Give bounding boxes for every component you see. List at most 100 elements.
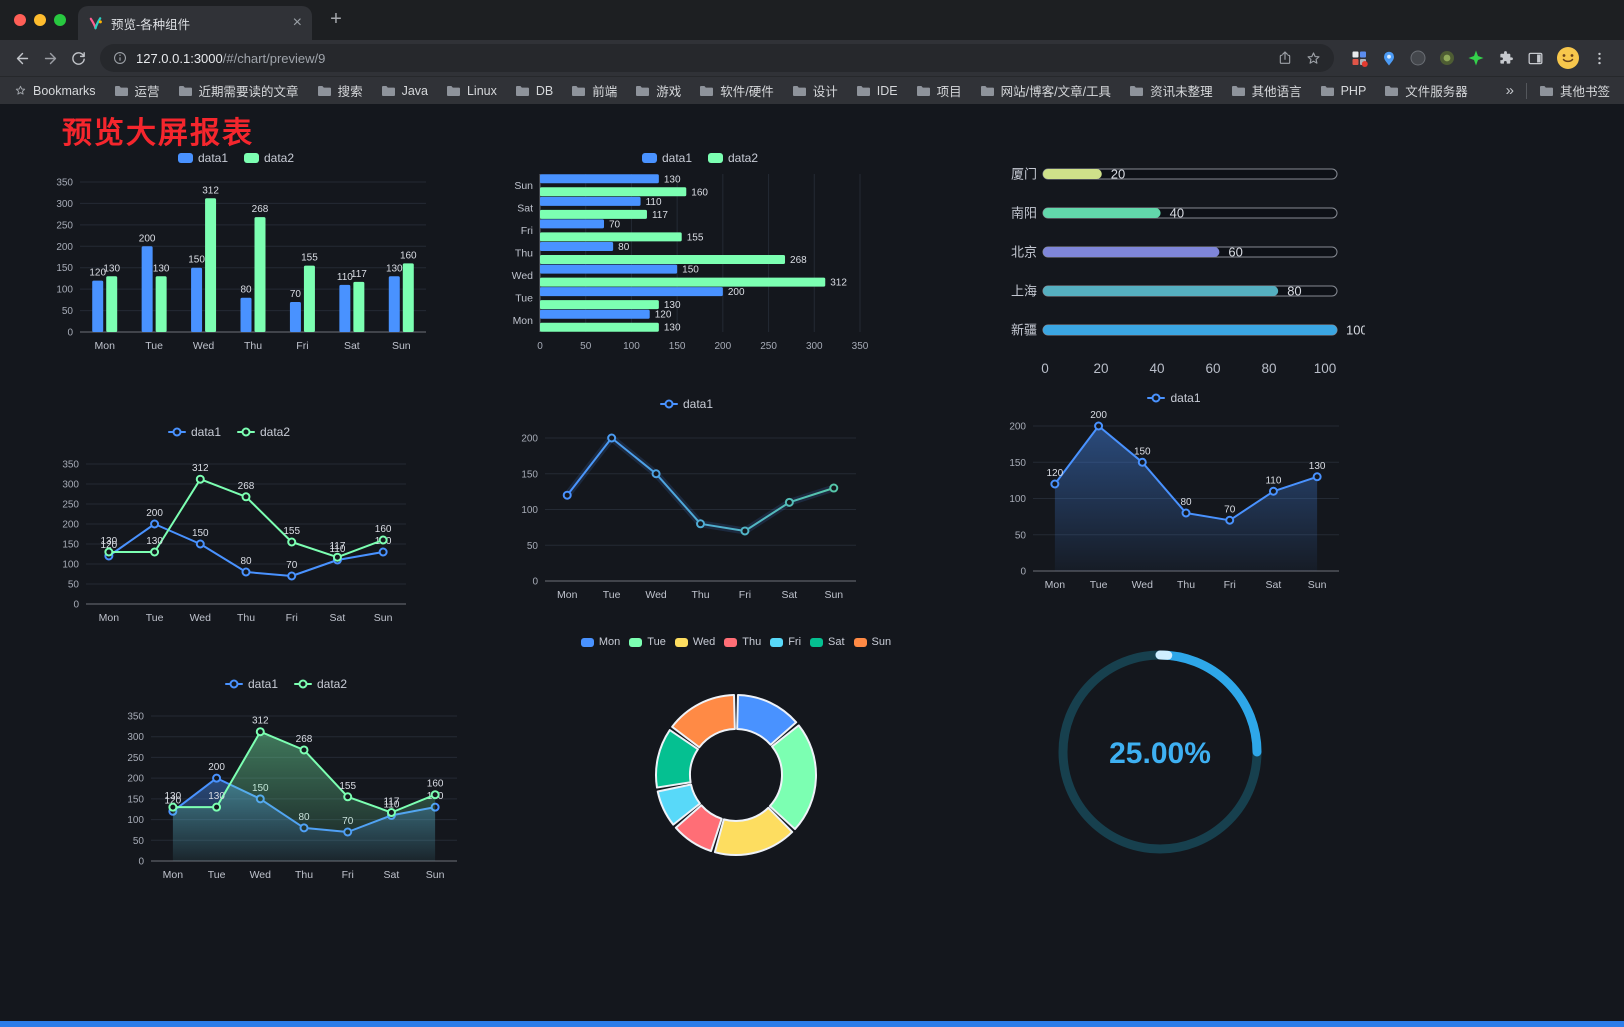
svg-text:60: 60 <box>1205 361 1220 376</box>
area_two-canvas: 0 50 100 150 200 250 300 350 Mon Tue Wed Thu Fri Sat S… <box>127 712 457 881</box>
svg-text:200: 200 <box>521 434 538 445</box>
bookmark-folder[interactable]: 前端 <box>571 81 617 100</box>
url-text[interactable]: 127.0.0.1:3000/#/chart/preview/9 <box>136 51 1269 66</box>
bookmark-folder[interactable]: 软件/硬件 <box>699 81 774 100</box>
folder-icon <box>572 85 586 96</box>
extension-grid-icon[interactable] <box>1350 49 1369 68</box>
extension-pin-icon[interactable] <box>1380 49 1398 67</box>
legend-item-data2[interactable]: data2 <box>244 151 294 165</box>
folder-icon <box>700 85 714 96</box>
legend-item-Tue[interactable]: Tue <box>629 636 666 648</box>
legend-marker <box>237 427 255 437</box>
forward-button[interactable] <box>36 44 64 72</box>
legend-item-Sun[interactable]: Sun <box>853 636 891 648</box>
legend-item-Thu[interactable]: Thu <box>724 636 761 648</box>
bookmark-folder[interactable]: Java <box>381 81 428 100</box>
legend-label: data1 <box>682 397 714 411</box>
address-bar[interactable]: 127.0.0.1:3000/#/chart/preview/9 <box>100 44 1334 72</box>
extension-green-star-icon[interactable] <box>1467 49 1485 67</box>
bookmark-star-icon[interactable] <box>1305 50 1322 67</box>
svg-text:100: 100 <box>1314 361 1337 376</box>
extension-olive-circle-icon[interactable] <box>1438 49 1456 67</box>
svg-text:Wed: Wed <box>190 612 212 624</box>
browser-toolbar: 127.0.0.1:3000/#/chart/preview/9 <box>0 40 1624 76</box>
bookmark-folder[interactable]: 设计 <box>792 81 838 100</box>
svg-text:Fri: Fri <box>342 869 354 881</box>
bookmark-label: Java <box>401 83 428 98</box>
legend-item-data1[interactable]: data1 <box>641 151 692 165</box>
svg-text:0: 0 <box>537 341 543 352</box>
reload-button[interactable] <box>64 44 92 72</box>
bookmark-folder[interactable]: 其他语言 <box>1231 81 1302 100</box>
new-tab-button[interactable]: + <box>330 8 342 30</box>
legend-item-Wed[interactable]: Wed <box>674 636 715 648</box>
svg-text:130: 130 <box>664 323 681 334</box>
bookmark-folder[interactable]: 项目 <box>916 81 962 100</box>
bookmark-folder[interactable]: 运营 <box>114 81 160 100</box>
svg-text:20: 20 <box>1111 167 1125 182</box>
browser-tab[interactable]: 预览-各种组件 × <box>78 6 312 40</box>
svg-text:Sun: Sun <box>426 869 445 881</box>
extensions-puzzle-icon[interactable] <box>1496 49 1515 68</box>
bookmark-folder[interactable]: 游戏 <box>635 81 681 100</box>
bookmarks-overflow-button[interactable]: » <box>1505 82 1514 99</box>
legend-item-Mon[interactable]: Mon <box>580 636 620 648</box>
side-panel-icon[interactable] <box>1526 49 1545 68</box>
profile-avatar[interactable] <box>1556 46 1580 70</box>
share-icon[interactable] <box>1277 50 1293 66</box>
minimize-window-button[interactable] <box>34 14 46 26</box>
back-button[interactable] <box>8 44 36 72</box>
legend-marker <box>708 153 723 163</box>
legend-item-Sat[interactable]: Sat <box>810 636 845 648</box>
bookmark-folder[interactable]: DB <box>515 81 553 100</box>
menu-kebab-icon[interactable] <box>1591 49 1608 68</box>
legend-item-data2[interactable]: data2 <box>294 677 347 691</box>
bookmark-folder[interactable]: IDE <box>856 81 898 100</box>
svg-text:Mon: Mon <box>163 869 184 881</box>
legend-item-data1[interactable]: data1 <box>1147 391 1201 405</box>
bookmarks-manager-item[interactable]: Bookmarks <box>14 84 96 98</box>
tab-close-icon[interactable]: × <box>292 14 302 31</box>
bookmark-folder[interactable]: PHP <box>1320 81 1366 100</box>
legend-item-data1[interactable]: data1 <box>659 397 714 411</box>
bookmark-label: 项目 <box>936 85 962 99</box>
folder-icon <box>980 85 994 96</box>
bookmark-folder[interactable]: 搜索 <box>317 81 363 100</box>
svg-text:130: 130 <box>386 263 403 274</box>
bookmark-folder[interactable]: Linux <box>446 81 497 100</box>
bookmark-label: 软件/硬件 <box>720 85 774 99</box>
bookmark-folder[interactable]: 近期需要读的文章 <box>178 81 299 100</box>
bookmark-folder[interactable]: 资讯未整理 <box>1129 81 1213 100</box>
legend-label: Tue <box>647 636 666 648</box>
legend-item-data1[interactable]: data1 <box>177 151 228 165</box>
zoom-window-button[interactable] <box>54 14 66 26</box>
other-bookmarks-label: 其他书签 <box>1559 85 1610 99</box>
legend-item-data2[interactable]: data2 <box>708 151 758 165</box>
svg-text:155: 155 <box>301 253 318 264</box>
extension-dark-circle-icon[interactable] <box>1409 49 1427 67</box>
line_single-canvas: 0 50 100 150 200 Mon Tue Wed Thu Fri Sat Sun <box>521 433 856 601</box>
folder-icon <box>114 85 128 96</box>
svg-text:117: 117 <box>351 269 367 280</box>
svg-text:Mon: Mon <box>513 315 534 327</box>
svg-text:160: 160 <box>400 250 417 261</box>
other-bookmarks-button[interactable]: 其他书签 <box>1539 81 1610 100</box>
bar_horizontal-canvas: 0 50 100 150 200 250 300 350 Mon Tue Wed Thu Fri Sat S… <box>512 174 869 352</box>
legend-item-Fri[interactable]: Fri <box>770 636 801 648</box>
svg-text:130: 130 <box>101 536 118 547</box>
legend-item-data2[interactable]: data2 <box>237 425 290 439</box>
bookmark-folder[interactable]: 网站/博客/文章/工具 <box>980 81 1111 100</box>
folder-icon <box>636 85 650 96</box>
svg-text:100: 100 <box>62 560 79 571</box>
tab-title: 预览-各种组件 <box>111 17 191 32</box>
forward-icon <box>44 52 56 64</box>
legend-item-data1[interactable]: data1 <box>224 677 278 691</box>
close-window-button[interactable] <box>14 14 26 26</box>
chart-line-single: data1 0 50 100 150 200 Mon Tue Wed Thu Fri Sat Sun <box>503 394 870 611</box>
svg-text:200: 200 <box>1090 410 1107 421</box>
svg-text:130: 130 <box>664 300 681 311</box>
bookmark-folder[interactable]: 文件服务器 <box>1384 81 1468 100</box>
legend-item-data1[interactable]: data1 <box>167 425 221 439</box>
svg-text:0: 0 <box>1020 567 1026 578</box>
site-info-icon[interactable] <box>112 50 128 66</box>
